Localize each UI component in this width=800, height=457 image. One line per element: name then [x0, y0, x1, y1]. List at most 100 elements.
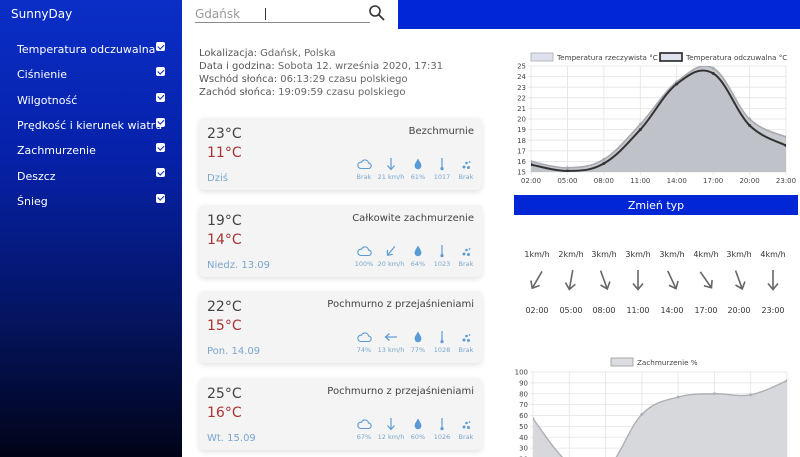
- forecast-card[interactable]: 25°C 16°C Wt. 15.09 Pochmurno z przejaśnien…: [199, 378, 482, 450]
- checkbox-wind[interactable]: [156, 117, 165, 127]
- y-tick-label: 16: [517, 158, 526, 166]
- data-point[interactable]: [532, 417, 535, 421]
- snow-stat: Brak: [454, 329, 478, 354]
- wind-arrow-icon: [667, 270, 679, 290]
- legend-label[interactable]: Temperatura odczuwalna °C: [685, 53, 787, 62]
- rain-value: Brak: [356, 173, 372, 181]
- sidebar-item-rain[interactable]: Deszcz: [0, 163, 182, 188]
- sidebar-item-pressure[interactable]: Ciśnienie: [0, 62, 182, 87]
- humidity-value: 60%: [410, 433, 426, 441]
- x-tick-label: 08:00: [594, 177, 614, 185]
- search-icon[interactable]: [368, 4, 386, 22]
- data-point[interactable]: [638, 128, 642, 132]
- wind-speed: 4km/h: [693, 250, 719, 259]
- y-tick-label: 70: [519, 401, 528, 409]
- condition-text: Pochmurno z przejaśnieniami: [327, 299, 474, 310]
- sidebar-item-humidity[interactable]: Wilgotność: [0, 88, 182, 113]
- max-temperature: 25°C: [207, 386, 242, 402]
- snow-value: Brak: [458, 346, 474, 354]
- wind-direction-icon: [386, 246, 396, 256]
- data-point[interactable]: [676, 395, 680, 399]
- checkbox-snow[interactable]: [156, 193, 165, 203]
- checkbox-humidity[interactable]: [156, 92, 165, 102]
- pressure-stat: 1028: [430, 329, 454, 354]
- sunset-label: Zachód słońca:: [199, 87, 275, 98]
- data-point[interactable]: [640, 412, 644, 416]
- y-tick-label: 23: [517, 84, 526, 92]
- forecast-card[interactable]: 23°C 11°C Dziś Bezchmurnie Brak 21 km/h 61% 101…: [199, 118, 482, 190]
- snow-icon: [462, 161, 471, 169]
- cloud-chart: 20 30 40 50 60 70 80 90 100 Zachmurzenie %: [515, 357, 789, 457]
- rain-value: 100%: [354, 260, 374, 268]
- sidebar-item-wind[interactable]: Prędkość i kierunek wiatru: [0, 113, 182, 138]
- weather-stats: 74% 13 km/h 77% 1028 Brak: [352, 329, 478, 354]
- wind-column: 3km/h 08:00: [587, 250, 621, 315]
- checkbox-rain[interactable]: [156, 168, 165, 178]
- data-point[interactable]: [784, 144, 788, 147]
- sunrise-value: 06:13:29 czasu polskiego: [280, 74, 408, 85]
- day-label: Wt. 15.09: [207, 433, 256, 444]
- wind-arrow-icon: [564, 270, 576, 291]
- data-point[interactable]: [530, 163, 533, 167]
- data-point[interactable]: [711, 71, 715, 75]
- data-point[interactable]: [784, 135, 788, 139]
- data-point[interactable]: [602, 157, 606, 161]
- legend-label[interactable]: Temperatura rzeczywista °C: [556, 53, 658, 62]
- wind-column: 3km/h 11:00: [621, 250, 655, 315]
- data-point[interactable]: [785, 379, 789, 383]
- wind-time: 23:00: [761, 306, 785, 315]
- data-point[interactable]: [711, 66, 715, 70]
- wind-time: 11:00: [626, 306, 650, 315]
- legend-swatch[interactable]: [659, 52, 683, 62]
- series-line: [531, 69, 786, 172]
- rain-stat: Brak: [352, 156, 376, 181]
- data-point[interactable]: [748, 123, 752, 127]
- data-point[interactable]: [530, 159, 533, 163]
- checkbox-clouds[interactable]: [156, 143, 165, 153]
- wind-time: 20:00: [727, 306, 751, 315]
- data-point[interactable]: [748, 117, 752, 121]
- series-line: [533, 380, 787, 457]
- sidebar-item-snow[interactable]: Śnieg: [0, 189, 182, 214]
- change-type-button[interactable]: Zmień typ: [514, 195, 798, 215]
- pressure-stat: 1026: [430, 416, 454, 441]
- checkbox-feels-like[interactable]: [156, 42, 165, 51]
- search-input[interactable]: [195, 5, 370, 23]
- sidebar-item-feels-like[interactable]: Temperatura odczuwalna: [0, 37, 182, 62]
- data-point[interactable]: [712, 392, 716, 396]
- wind-speed: 3km/h: [659, 250, 685, 259]
- data-point[interactable]: [675, 82, 679, 86]
- wind-arrow-icon: [632, 270, 644, 291]
- wind-arrow-icon: [767, 270, 779, 291]
- pressure-icon: [440, 158, 444, 171]
- data-point[interactable]: [749, 393, 753, 397]
- snow-stat: Brak: [454, 243, 478, 268]
- wind-time: 08:00: [592, 306, 616, 315]
- sidebar-item-clouds[interactable]: Zachmurzenie: [0, 138, 182, 163]
- data-point[interactable]: [602, 162, 606, 166]
- x-tick-label: 14:00: [667, 177, 687, 185]
- cloud-icon: [357, 159, 372, 170]
- wind-column: 3km/h 14:00: [655, 250, 689, 315]
- data-point[interactable]: [565, 166, 569, 170]
- snow-value: Brak: [458, 260, 474, 268]
- x-tick-label: 05:00: [557, 177, 577, 185]
- wind-arrow-icon: [530, 270, 543, 290]
- cloud-icon: [357, 332, 372, 343]
- y-tick-label: 15: [517, 169, 526, 177]
- humidity-value: 61%: [410, 173, 426, 181]
- wind-value: 21 km/h: [377, 173, 405, 181]
- rain-value: 67%: [356, 433, 372, 441]
- data-point[interactable]: [638, 122, 642, 126]
- checkbox-pressure[interactable]: [156, 67, 165, 77]
- legend-swatch[interactable]: [530, 52, 554, 62]
- app-brand[interactable]: SunnyDay: [11, 7, 73, 21]
- legend-label[interactable]: Zachmurzenie %: [637, 358, 698, 367]
- wind-speed: 3km/h: [591, 250, 617, 259]
- data-point[interactable]: [565, 169, 569, 172]
- wind-arrow-icon: [734, 270, 746, 291]
- weather-stats: 100% 20 km/h 64% 1023 Brak: [352, 243, 478, 268]
- forecast-card[interactable]: 19°C 14°C Niedz. 13.09 Całkowite zachmurzen…: [199, 205, 482, 277]
- forecast-card[interactable]: 22°C 15°C Pon. 14.09 Pochmurno z przejaśnie…: [199, 291, 482, 363]
- legend-swatch[interactable]: [610, 357, 634, 367]
